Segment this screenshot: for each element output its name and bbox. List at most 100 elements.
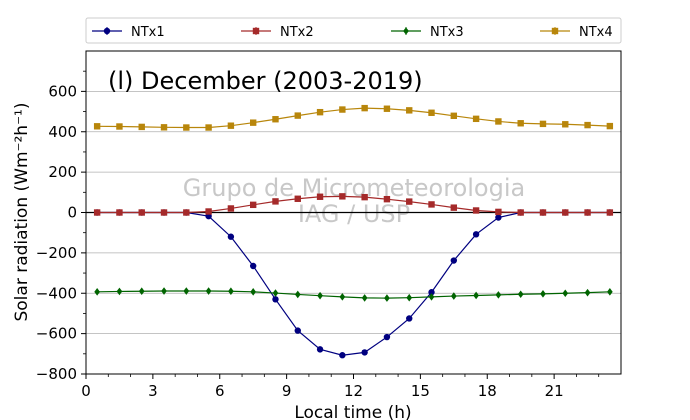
y-tick-label-7: 600: [48, 82, 77, 100]
data-point-ntx3-2: [138, 287, 145, 296]
data-point-ntx4-19: [517, 120, 524, 127]
data-point-ntx3-18: [495, 291, 502, 299]
data-point-ntx4-9: [294, 112, 301, 119]
data-point-ntx3-6: [228, 287, 234, 296]
y-tick-label-6: 400: [48, 123, 77, 141]
data-point-ntx2-1: [116, 209, 123, 216]
data-point-ntx1-14: [406, 315, 413, 322]
data-point-ntx3-11: [339, 293, 346, 301]
data-point-ntx1-12: [361, 349, 368, 356]
y-axis: −800 −600 −400 −200 0 200 400 600: [36, 70, 86, 383]
y-tick-label-3: −200: [36, 244, 77, 262]
data-point-ntx3-12: [361, 294, 368, 302]
watermark: Grupo de Micrometeorologia IAG / USP: [183, 174, 525, 228]
data-point-ntx2-5: [205, 208, 212, 215]
legend-item-ntx3: NTx3: [391, 25, 464, 40]
series-line-ntx4: [97, 107, 610, 129]
data-point-ntx4-6: [227, 122, 235, 129]
data-point-ntx4-16: [450, 112, 458, 120]
data-point-ntx3-5: [205, 287, 212, 295]
data-point-ntx2-12: [361, 193, 368, 201]
watermark-line-2: IAG / USP: [298, 200, 410, 228]
data-point-ntx2-15: [428, 201, 435, 208]
data-point-ntx1-16: [450, 257, 458, 264]
data-point-ntx1-18: [495, 214, 502, 221]
data-point-ntx2-11: [339, 193, 346, 200]
data-point-ntx4-11: [339, 106, 346, 113]
data-point-ntx3-17: [473, 291, 479, 300]
data-point-ntx3-0: [94, 288, 100, 296]
x-tick-label-7: 21: [545, 382, 564, 400]
data-point-ntx4-12: [361, 104, 368, 112]
x-tick-label-3: 9: [282, 382, 292, 400]
legend-marker: [252, 27, 260, 35]
series-ntx1: [93, 209, 614, 359]
data-point-ntx2-9: [294, 195, 301, 202]
y-tick-label-0: −800: [36, 365, 77, 383]
data-point-ntx3-3: [161, 287, 167, 295]
data-point-ntx2-17: [472, 207, 480, 214]
data-point-ntx2-4: [183, 209, 190, 216]
data-point-ntx4-5: [205, 124, 212, 131]
series-line-ntx3: [97, 290, 610, 299]
legend-label-ntx1: NTx1: [131, 25, 165, 40]
y-tick-label-1: −600: [36, 325, 77, 343]
data-point-ntx1-8: [272, 296, 279, 303]
data-point-ntx3-22: [584, 288, 591, 297]
data-point-ntx2-14: [406, 198, 413, 205]
data-point-ntx3-10: [317, 291, 323, 300]
data-point-ntx2-13: [383, 195, 391, 203]
legend-label-ntx2: NTx2: [280, 25, 314, 40]
data-point-ntx3-21: [562, 289, 569, 298]
x-tick-label-6: 18: [478, 382, 497, 400]
data-point-ntx2-0: [93, 209, 101, 216]
data-point-ntx4-23: [606, 122, 614, 130]
data-point-ntx2-7: [249, 201, 257, 209]
legend-marker: [103, 27, 111, 35]
data-point-ntx4-2: [138, 123, 145, 131]
data-point-ntx2-19: [517, 209, 524, 216]
data-point-ntx4-18: [495, 118, 502, 125]
data-point-ntx4-4: [183, 124, 190, 131]
data-point-ntx1-13: [383, 333, 391, 341]
data-point-ntx4-15: [428, 109, 435, 116]
x-tick-label-5: 15: [411, 382, 430, 400]
data-point-ntx4-20: [539, 120, 547, 128]
data-point-ntx3-14: [406, 293, 413, 302]
data-point-ntx4-21: [562, 121, 569, 128]
data-point-ntx2-21: [562, 209, 569, 216]
data-point-ntx4-8: [272, 116, 279, 123]
series-ntx4: [93, 104, 614, 131]
data-point-ntx1-15: [428, 289, 435, 296]
legend-item-ntx1: NTx1: [92, 25, 165, 40]
data-point-ntx3-4: [183, 287, 190, 295]
data-point-ntx2-20: [539, 209, 547, 216]
chart-title: (l) December (2003-2019): [108, 67, 423, 95]
data-point-ntx3-8: [272, 289, 279, 297]
legend-item-ntx4: NTx4: [540, 25, 613, 40]
data-point-ntx2-22: [584, 209, 591, 216]
x-axis-label: Local time (h): [294, 403, 411, 420]
y-tick-label-4: 0: [67, 204, 77, 222]
data-point-ntx2-10: [316, 193, 324, 200]
data-point-ntx3-1: [116, 287, 123, 296]
data-point-ntx3-7: [250, 288, 257, 296]
data-point-ntx2-23: [606, 209, 614, 216]
data-point-ntx3-15: [428, 293, 435, 301]
data-point-ntx2-3: [160, 209, 168, 216]
data-point-ntx4-22: [584, 121, 591, 129]
data-point-ntx4-0: [93, 123, 101, 130]
data-point-ntx3-16: [450, 292, 457, 300]
legend-label-ntx4: NTx4: [579, 25, 613, 40]
data-point-ntx4-17: [472, 115, 480, 123]
legend-marker: [551, 27, 559, 35]
data-point-ntx3-23: [607, 288, 613, 296]
data-point-ntx3-9: [294, 290, 301, 299]
y-axis-label: Solar radiation (Wm⁻²h⁻¹): [12, 102, 32, 321]
watermark-line-1: Grupo de Micrometeorologia: [183, 174, 525, 202]
x-axis: 0 3 6 9 12 15 18 21: [81, 374, 600, 400]
data-point-ntx4-7: [249, 119, 257, 126]
data-point-ntx2-2: [138, 209, 145, 216]
data-point-ntx3-13: [384, 294, 390, 302]
